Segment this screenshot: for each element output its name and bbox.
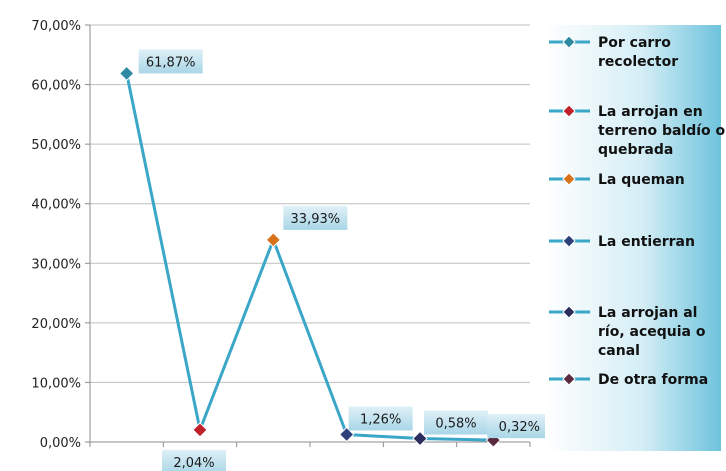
series-markers bbox=[118, 65, 502, 448]
data-label: 61,87% bbox=[146, 55, 196, 70]
data-label-box bbox=[487, 414, 552, 439]
data-labels: 61,87% 2,04% 33,93% 1,26% 0,58% 0,32% bbox=[138, 49, 552, 471]
y-tick-label: 60,00% bbox=[31, 79, 81, 94]
y-tick-label: 50,00% bbox=[31, 138, 81, 153]
y-axis-ticks: 0,00% 10,00% 20,00% 30,00% 40,00% 50,00% 60,00… bbox=[31, 19, 90, 451]
data-label: 0,58% bbox=[435, 417, 476, 432]
legend-label: La entierran bbox=[598, 234, 695, 250]
data-point-marker bbox=[265, 232, 282, 248]
legend-marker bbox=[562, 35, 576, 49]
legend-label: Por carro bbox=[598, 35, 671, 51]
series-line bbox=[125, 73, 494, 442]
legend-label: río, acequia o bbox=[598, 324, 706, 340]
legend-label: La queman bbox=[598, 172, 685, 188]
data-label-box bbox=[138, 49, 203, 74]
legend-label: De otra forma bbox=[598, 372, 708, 388]
legend-label: terreno baldío o bbox=[598, 123, 726, 139]
x-axis-tick-marks bbox=[89, 442, 531, 447]
legend-marker bbox=[562, 372, 576, 386]
y-tick-label: 30,00% bbox=[31, 257, 81, 272]
legend-items: Por carro recolector La arrojan en terreno … bbox=[549, 35, 726, 388]
data-label: 0,32% bbox=[499, 420, 540, 435]
data-label: 2,04% bbox=[173, 456, 214, 471]
plot-area: 0,00% 10,00% 20,00% 30,00% 40,00% 50,00% 60,00… bbox=[31, 19, 552, 471]
gridlines bbox=[90, 24, 530, 383]
legend-marker bbox=[562, 104, 576, 118]
legend-label: recolector bbox=[598, 54, 678, 70]
data-label: 1,26% bbox=[360, 412, 401, 427]
y-tick-label: 0,00% bbox=[40, 436, 81, 451]
y-tick-label: 10,00% bbox=[31, 376, 81, 391]
legend-marker bbox=[562, 172, 576, 186]
data-label-box bbox=[348, 406, 413, 431]
data-point-marker bbox=[412, 430, 428, 447]
legend-marker bbox=[562, 234, 576, 248]
legend-label: canal bbox=[598, 343, 640, 359]
data-label-box bbox=[283, 205, 348, 230]
data-point-marker bbox=[338, 426, 355, 443]
legend-label: La arrojan al bbox=[598, 305, 697, 321]
data-label-box bbox=[162, 449, 226, 471]
y-tick-label: 40,00% bbox=[31, 198, 81, 213]
data-label: 33,93% bbox=[291, 212, 341, 227]
y-tick-label: 70,00% bbox=[31, 19, 81, 34]
data-point-marker bbox=[192, 422, 208, 438]
legend-label: quebrada bbox=[598, 142, 673, 158]
data-label-box bbox=[424, 410, 488, 435]
legend: Por carro recolector La arrojan en terreno … bbox=[545, 25, 726, 451]
legend-label: La arrojan en bbox=[598, 104, 703, 120]
y-tick-label: 20,00% bbox=[31, 317, 81, 332]
data-point-marker bbox=[118, 65, 135, 82]
legend-marker bbox=[562, 305, 576, 319]
